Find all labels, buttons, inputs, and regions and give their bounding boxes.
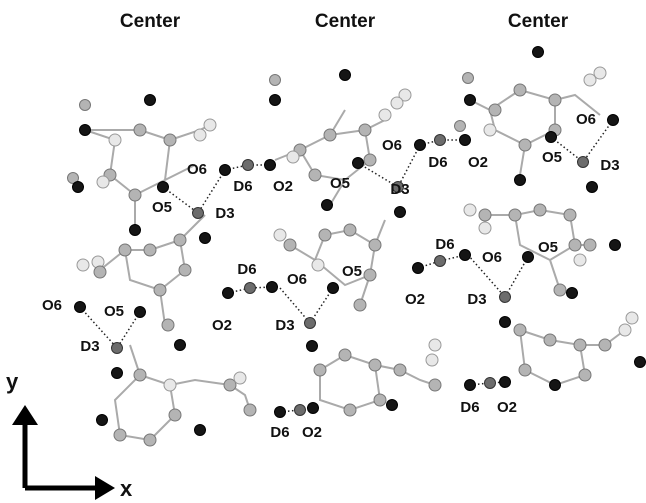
axis-label: y	[6, 369, 19, 394]
atom-label: O6	[42, 297, 62, 314]
axis-label: x	[120, 476, 133, 501]
headers: Center Center Center	[120, 11, 569, 32]
atom-label: O2	[468, 154, 488, 171]
atom-label: O6	[576, 111, 596, 128]
atom-label: O5	[538, 239, 558, 256]
atom-label: D3	[275, 317, 294, 334]
atom-label: O6	[187, 161, 207, 178]
atom-label: D3	[80, 338, 99, 355]
atom-label: D3	[467, 291, 486, 308]
atom-label: O5	[152, 199, 172, 216]
atom-label: O2	[497, 399, 517, 416]
atom-label: D6	[435, 236, 454, 253]
atom-label: D6	[237, 261, 256, 278]
atom-label: O5	[330, 175, 350, 192]
atom-label: O6	[287, 271, 307, 288]
atom-label: O2	[273, 178, 293, 195]
atoms	[68, 47, 646, 447]
header: Center	[508, 11, 569, 32]
atom-label: O2	[212, 317, 232, 334]
atom-label: O6	[482, 249, 502, 266]
atom-label: O6	[382, 137, 402, 154]
atom-label: D6	[233, 178, 252, 195]
atom-label: O2	[302, 424, 322, 441]
atom-label: D6	[428, 154, 447, 171]
atom-label: O5	[542, 149, 562, 166]
header: Center	[120, 11, 181, 32]
atom-label: D3	[600, 157, 619, 174]
atom-label: D6	[460, 399, 479, 416]
atom-label: O5	[342, 263, 362, 280]
atom-label: O5	[104, 303, 124, 320]
header: Center	[315, 11, 376, 32]
atom-label: D3	[215, 205, 234, 222]
atom-label: D6	[270, 424, 289, 441]
atom-label: O2	[405, 291, 425, 308]
atom-label: D3	[390, 181, 409, 198]
diagram: Center Center Center O6 D6 O2 O5 D3 O6 D…	[0, 0, 646, 503]
